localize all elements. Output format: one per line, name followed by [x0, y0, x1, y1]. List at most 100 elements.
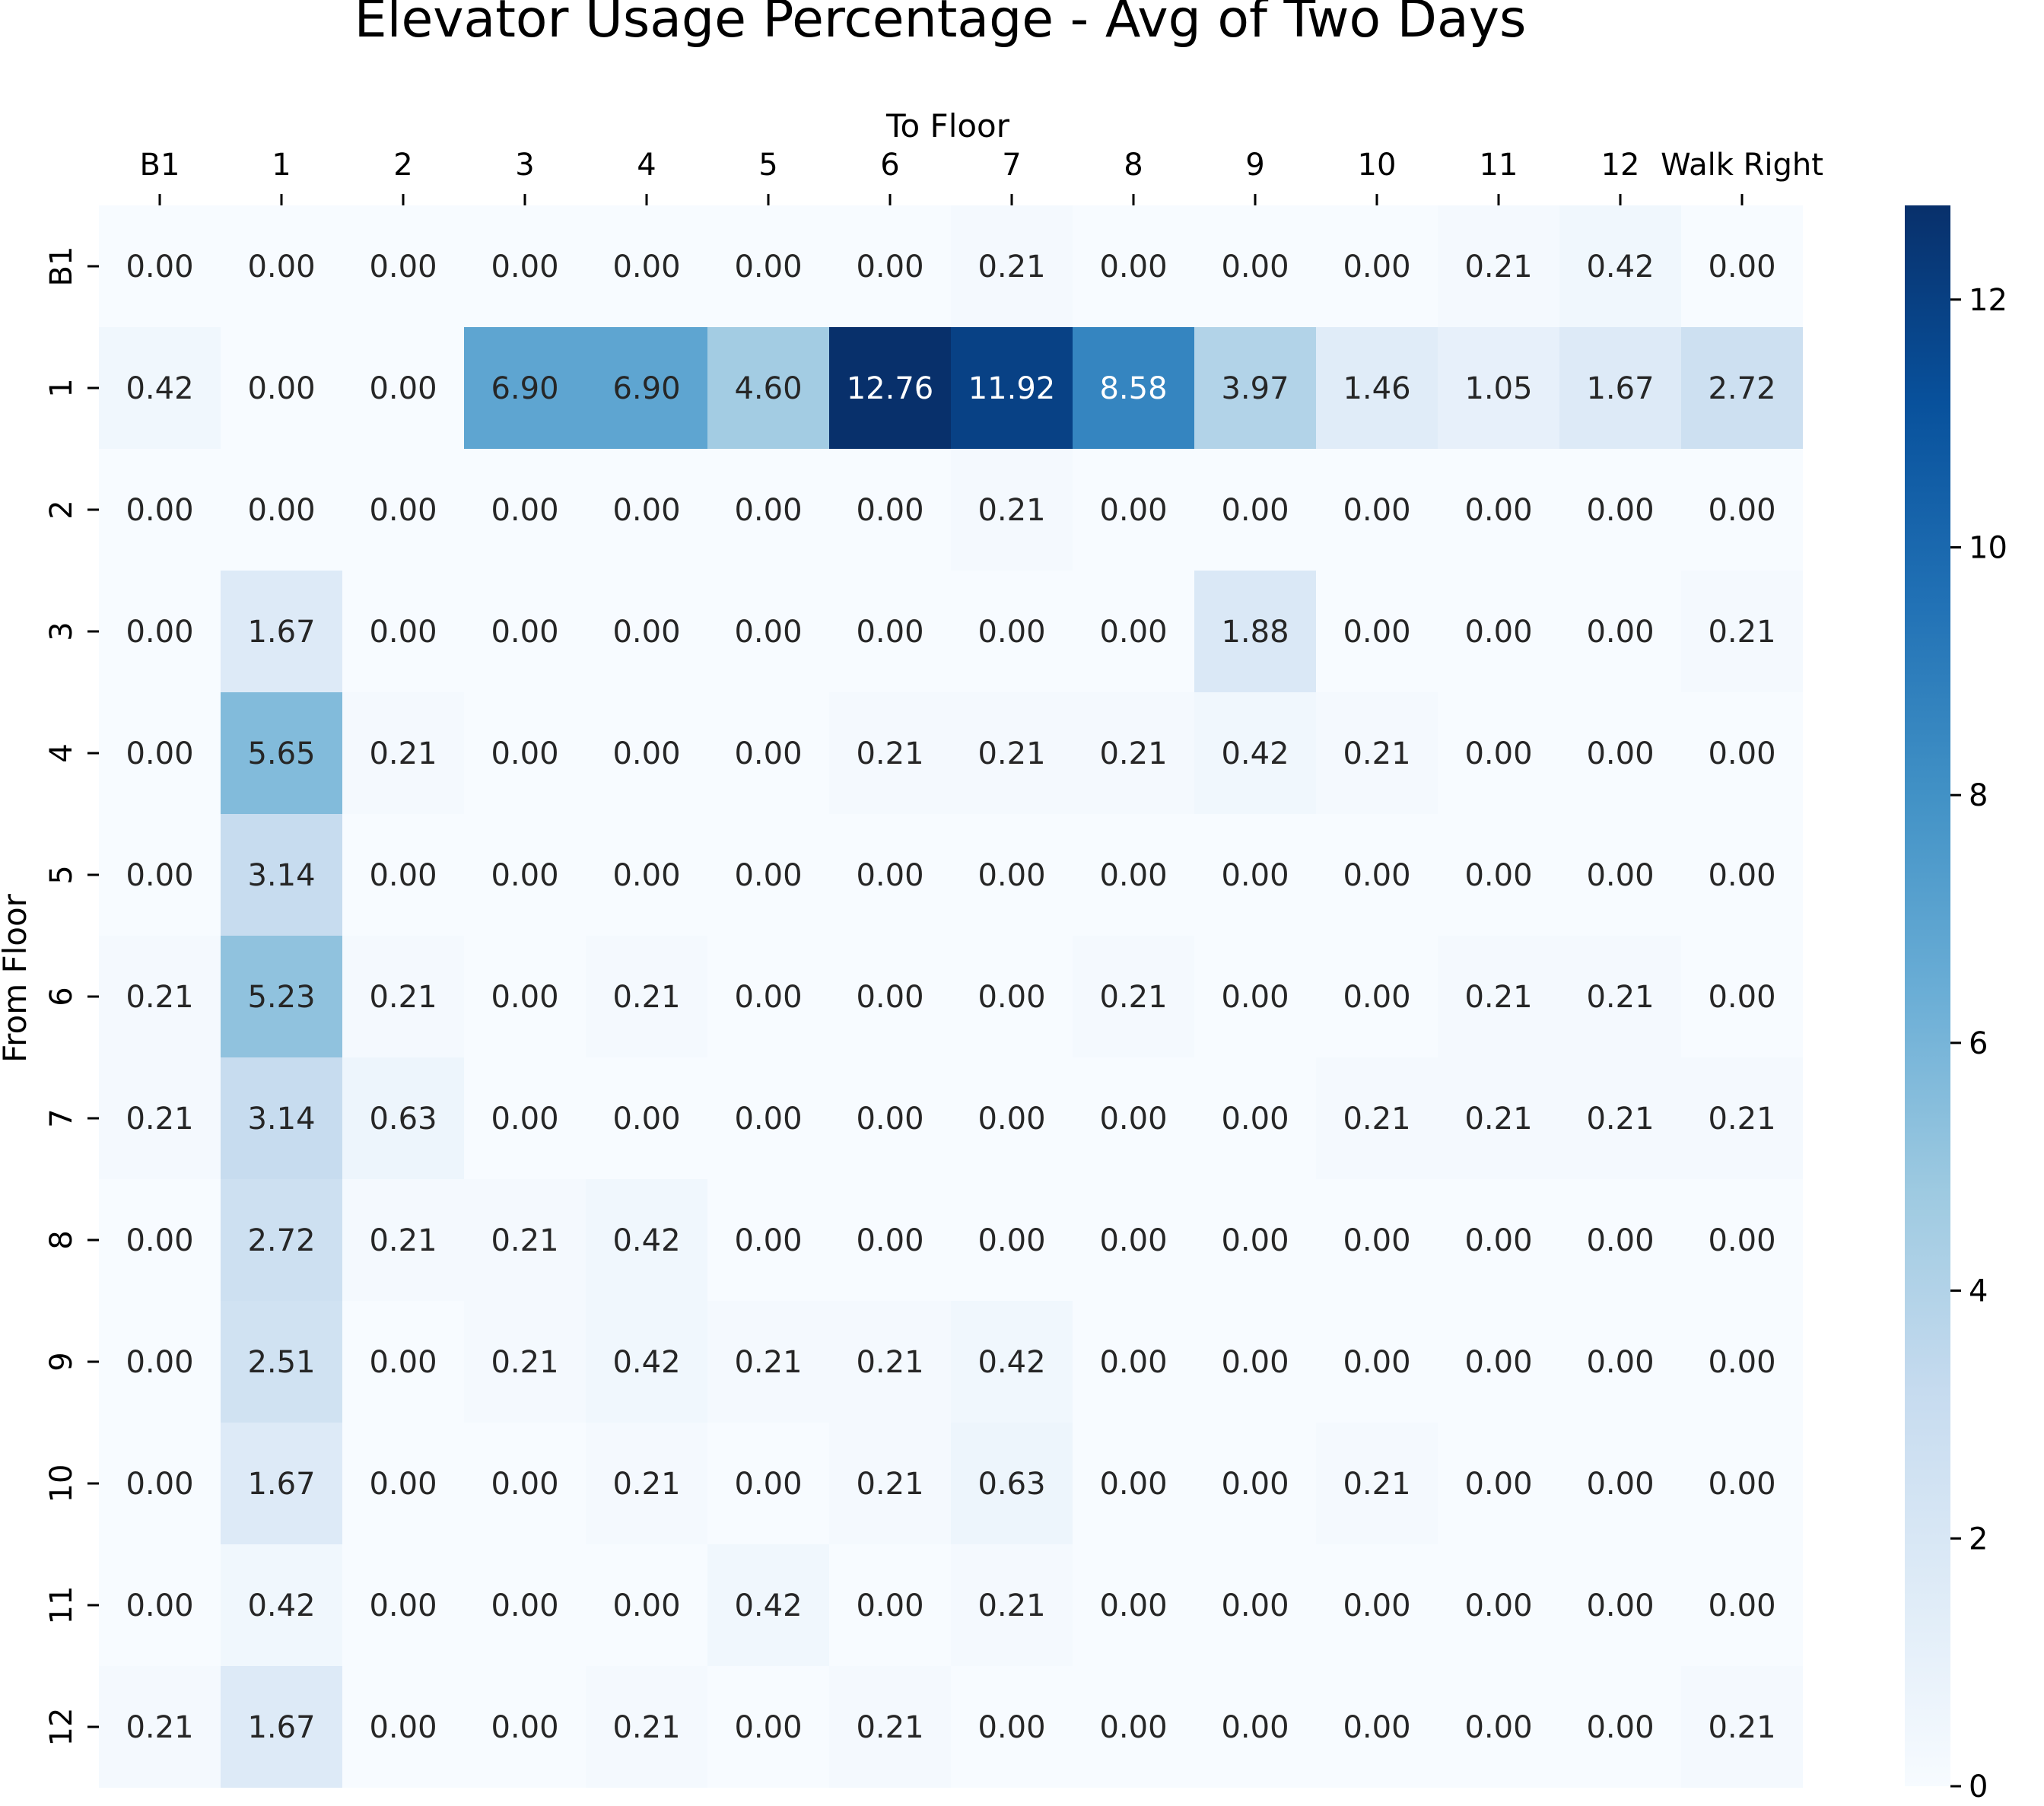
heatmap-cell [586, 449, 707, 571]
heatmap-cell [1073, 1179, 1194, 1301]
cell-value-label: 0.00 [856, 1102, 923, 1137]
cell-value-label: 3.14 [247, 1102, 315, 1137]
cell-value-label: 0.21 [1343, 1102, 1410, 1137]
cell-value-label: 4.60 [734, 371, 802, 406]
cell-value-label: 0.00 [1464, 736, 1532, 771]
y-tick-label: B1 [44, 246, 79, 287]
heatmap-cell [99, 571, 221, 692]
heatmap-cell [221, 692, 342, 814]
heatmap-cell [99, 205, 221, 327]
heatmap-cell [951, 1423, 1073, 1544]
cell-value-label: 0.00 [612, 858, 680, 893]
heatmap-cell [1194, 1179, 1316, 1301]
cell-value-label: 0.00 [734, 615, 802, 650]
heatmap-cell [707, 936, 829, 1057]
cell-value-label: 0.21 [856, 1467, 923, 1502]
cell-value-label: 0.21 [1708, 1102, 1775, 1137]
heatmap-cell [464, 571, 586, 692]
y-tick-label: 4 [44, 743, 79, 762]
heatmap-cell [464, 327, 586, 449]
cell-value-label: 0.00 [491, 1102, 558, 1137]
cell-value-label: 0.00 [734, 250, 802, 285]
cell-value-label: 0.00 [1464, 615, 1532, 650]
cell-value-label: 0.00 [856, 858, 923, 893]
cell-value-label: 0.00 [856, 615, 923, 650]
heatmap-cell [1559, 1423, 1681, 1544]
heatmap-cell [951, 814, 1073, 936]
cell-value-label: 0.00 [1343, 1710, 1410, 1745]
heatmap-cell [1681, 936, 1803, 1057]
cell-value-label: 0.21 [1708, 1710, 1775, 1745]
heatmap-cell [99, 1666, 221, 1788]
cell-value-label: 0.21 [1586, 980, 1654, 1015]
heatmap-cell [586, 571, 707, 692]
cell-value-label: 0.21 [126, 980, 193, 1015]
cell-value-label: 0.00 [1708, 858, 1775, 893]
y-tick-label: 7 [44, 1108, 79, 1127]
heatmap-cell [1438, 692, 1559, 814]
cell-value-label: 0.21 [1464, 1102, 1532, 1137]
heatmap-cells: 0.00 0.00 0.00 0.00 0.00 0.00 0.00 0.21 0.00 0.00… [99, 205, 1803, 1788]
heatmap-cell [1681, 1057, 1803, 1179]
heatmap-cell [342, 1544, 464, 1666]
heatmap-cell [1681, 1179, 1803, 1301]
heatmap-cell [464, 205, 586, 327]
heatmap-cell [1073, 1666, 1194, 1788]
cell-value-label: 0.21 [734, 1345, 802, 1380]
cell-value-label: 0.00 [856, 250, 923, 285]
cell-value-label: 0.00 [369, 1345, 437, 1380]
heatmap-cell [1559, 205, 1681, 327]
heatmap-cell [342, 571, 464, 692]
y-tick-label: 5 [44, 865, 79, 884]
heatmap-cell [1438, 1179, 1559, 1301]
heatmap-cell [464, 692, 586, 814]
cell-value-label: 11.92 [968, 371, 1056, 406]
cell-value-label: 0.00 [734, 858, 802, 893]
cell-value-label: 0.00 [1586, 1588, 1654, 1623]
heatmap-cell [99, 449, 221, 571]
heatmap-cell [464, 814, 586, 936]
cell-value-label: 0.00 [1221, 1467, 1289, 1502]
cell-value-label: 0.00 [491, 1588, 558, 1623]
cell-value-label: 0.00 [734, 1710, 802, 1745]
heatmap-cell [1681, 327, 1803, 449]
y-tick-label: 1 [44, 378, 79, 397]
heatmap-cell [951, 1666, 1073, 1788]
cell-value-label: 0.00 [1221, 1223, 1289, 1258]
heatmap-cell [1681, 449, 1803, 571]
x-tick-label: 10 [1358, 148, 1397, 183]
heatmap-cell [464, 1179, 586, 1301]
heatmap-cell [1073, 571, 1194, 692]
colorbar-tick-label: 6 [1969, 1026, 1988, 1061]
heatmap-cell [1681, 1423, 1803, 1544]
cell-value-label: 0.00 [612, 736, 680, 771]
cell-value-label: 0.00 [369, 1588, 437, 1623]
cell-value-label: 0.21 [1099, 736, 1167, 771]
cell-value-label: 0.00 [126, 493, 193, 528]
heatmap-cell [342, 449, 464, 571]
cell-value-label: 0.00 [1099, 858, 1167, 893]
heatmap-cell [1194, 1057, 1316, 1179]
heatmap-cell [221, 571, 342, 692]
y-axis-label: From Floor [0, 893, 33, 1063]
cell-value-label: 0.00 [1221, 1345, 1289, 1380]
heatmap-cell [221, 1666, 342, 1788]
heatmap-cell [1073, 1057, 1194, 1179]
cell-value-label: 0.21 [369, 736, 437, 771]
x-tick-label: 8 [1124, 148, 1143, 183]
cell-value-label: 12.76 [847, 371, 934, 406]
cell-value-label: 0.21 [612, 980, 680, 1015]
cell-value-label: 0.00 [1708, 980, 1775, 1015]
heatmap-cell [99, 936, 221, 1057]
heatmap-cell [586, 936, 707, 1057]
heatmap-cell [707, 1179, 829, 1301]
heatmap-cell [464, 1666, 586, 1788]
cell-value-label: 5.23 [247, 980, 315, 1015]
x-axis-label: To Floor [885, 107, 1010, 145]
x-tick-label: 9 [1245, 148, 1264, 183]
cell-value-label: 0.21 [977, 1588, 1045, 1623]
heatmap-cell [1073, 449, 1194, 571]
heatmap-cell [951, 449, 1073, 571]
